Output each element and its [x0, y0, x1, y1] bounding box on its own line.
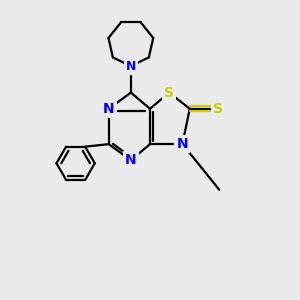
Text: N: N — [177, 137, 188, 151]
Text: S: S — [213, 102, 223, 116]
Text: N: N — [126, 60, 136, 73]
Text: N: N — [103, 102, 115, 116]
Text: S: S — [164, 85, 174, 100]
Text: N: N — [125, 153, 137, 167]
